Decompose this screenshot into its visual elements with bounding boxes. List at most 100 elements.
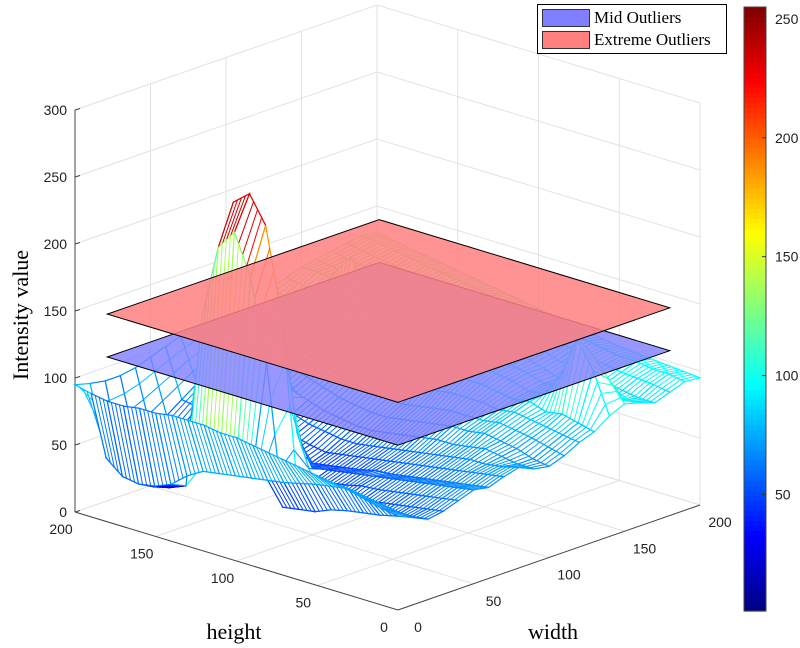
colorbar-segment <box>744 248 766 255</box>
surface-mesh-line <box>416 479 433 483</box>
surface-mesh-line <box>676 374 693 379</box>
surface-mesh-line <box>311 483 328 511</box>
z-tick <box>74 175 81 178</box>
surface-mesh-line <box>507 415 523 427</box>
surface-mesh-line <box>630 381 646 395</box>
surface-mesh-line <box>538 412 555 424</box>
z-tick <box>74 443 81 446</box>
z-tick-label: 250 <box>44 169 68 185</box>
colorbar-segment <box>744 354 766 360</box>
surface-mesh-line <box>390 492 407 505</box>
surface-mesh-line <box>237 201 255 244</box>
colorbar-segment <box>744 369 766 376</box>
surface-mesh-line <box>304 469 321 486</box>
surface-mesh-line <box>353 492 369 499</box>
surface-mesh-line <box>491 466 507 476</box>
surface-mesh-line <box>337 484 353 492</box>
surface-mesh-line <box>191 421 208 473</box>
surface-mesh-line <box>289 405 306 457</box>
surface-mesh-line <box>620 397 636 403</box>
colorbar-segment <box>744 188 766 194</box>
colorbar-tick-label: 50 <box>775 486 791 502</box>
surface-mesh-line <box>126 406 144 485</box>
surface-mesh-line <box>386 449 402 462</box>
surface-mesh-line <box>355 458 371 470</box>
surface-mesh-line <box>495 466 511 477</box>
surface-mesh-line <box>370 490 387 502</box>
colorbar-tick-label: 100 <box>775 368 799 384</box>
surface-mesh-line <box>403 464 420 477</box>
surface-mesh-line <box>618 376 634 389</box>
surface-mesh-line <box>461 485 477 489</box>
colorbar-segment <box>744 178 766 184</box>
surface-mesh-line <box>288 462 305 484</box>
colorbar-segment <box>744 525 766 532</box>
surface-mesh-line <box>291 482 308 511</box>
colorbar-segment <box>744 404 766 411</box>
colorbar-segment <box>744 490 766 496</box>
colorbar-segment <box>744 238 766 245</box>
surface-mesh-line <box>215 430 232 476</box>
surface-mesh-line <box>554 418 571 432</box>
colorbar-segment <box>744 142 766 149</box>
surface-mesh-line <box>324 466 340 470</box>
surface-mesh-line <box>354 445 370 457</box>
surface-mesh-line <box>221 199 238 245</box>
surface-mesh-line <box>550 415 567 430</box>
surface-mesh-line <box>634 382 650 397</box>
colorbar-segment <box>744 565 766 572</box>
surface-mesh-line <box>463 461 479 472</box>
colorbar-segment <box>744 168 766 174</box>
surface-mesh-line <box>477 436 493 449</box>
surface-mesh-line <box>381 478 398 491</box>
surface-mesh-line <box>626 379 642 393</box>
colorbar-segment <box>744 600 766 607</box>
surface-mesh-line <box>344 487 360 513</box>
surface-mesh-line <box>246 217 263 267</box>
surface-mesh-line <box>524 441 541 455</box>
surface-mesh-line <box>347 456 363 469</box>
surface-mesh-line <box>248 443 265 480</box>
surface-mesh-line <box>467 462 483 473</box>
surface-mesh-line <box>520 439 537 452</box>
surface-mesh-line <box>385 510 402 514</box>
surface-mesh-line <box>519 421 536 433</box>
surface-mesh-line <box>414 496 431 508</box>
colorbar-segment <box>744 228 766 235</box>
surface-mesh-line <box>321 436 338 451</box>
colorbar-tick-label: 150 <box>775 249 799 265</box>
surface-mesh-line <box>504 431 520 444</box>
surface-mesh-line <box>510 400 526 413</box>
surface-mesh-line <box>336 468 352 472</box>
colorbar-segment <box>744 253 766 260</box>
surface-mesh-line <box>650 389 667 403</box>
colorbar-segment <box>744 470 766 476</box>
surface-mesh-line <box>340 468 356 473</box>
z-tick <box>74 108 81 111</box>
surface-mesh-line <box>398 494 415 506</box>
surface-mesh-line <box>306 450 323 462</box>
surface-mesh-line <box>223 433 240 477</box>
colorbar-segment <box>744 218 766 225</box>
surface-mesh-line <box>418 496 435 509</box>
surface-mesh-line <box>429 485 446 498</box>
colorbar-segment <box>744 117 766 124</box>
surface-mesh-line <box>363 459 379 471</box>
colorbar-segment <box>744 349 766 355</box>
surface-mesh-line <box>293 449 310 469</box>
surface-mesh-line <box>256 446 273 482</box>
surface-mesh-line <box>551 436 568 450</box>
surface-mesh-line <box>453 484 469 488</box>
surface-mesh-line <box>418 454 435 466</box>
height-tick-label: 100 <box>211 570 235 586</box>
surface-mesh-line <box>459 417 476 430</box>
surface-mesh-line <box>574 429 591 441</box>
surface-mesh-line <box>94 395 111 463</box>
height-tick-label: 200 <box>49 521 73 537</box>
colorbar-segment <box>744 500 766 506</box>
surface-mesh-line <box>493 444 509 454</box>
surface-mesh-line <box>383 461 399 473</box>
surface-mesh-line <box>110 402 127 479</box>
surface-mesh-line <box>207 426 224 475</box>
surface-mesh-line <box>429 480 445 485</box>
